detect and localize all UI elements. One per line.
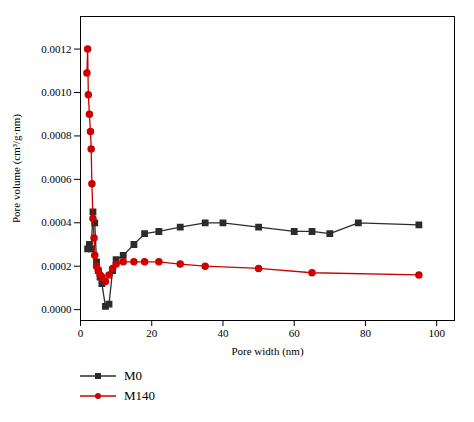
svg-text:0.0008: 0.0008 (41, 129, 72, 141)
svg-text:0.0002: 0.0002 (41, 260, 71, 272)
svg-text:0.0000: 0.0000 (41, 303, 72, 315)
svg-text:Pore width (nm): Pore width (nm) (231, 345, 303, 358)
svg-text:0.0012: 0.0012 (41, 43, 71, 55)
svg-text:0: 0 (78, 327, 84, 339)
html-text:M0: M0 (124, 368, 143, 383)
svg-text:0.0010: 0.0010 (41, 86, 72, 98)
svg-text:40: 40 (217, 327, 229, 339)
svg-text:100: 100 (428, 327, 445, 339)
svg-text:20: 20 (146, 327, 158, 339)
svg-text:80: 80 (360, 327, 372, 339)
svg-text:0.0006: 0.0006 (41, 173, 72, 185)
html-text:M140: M140 (124, 388, 156, 403)
svg-text:60: 60 (289, 327, 301, 339)
svg-text:0.0004: 0.0004 (41, 216, 72, 228)
svg-text:Pore volume (cm³/g·nm): Pore volume (cm³/g·nm) (10, 114, 23, 223)
